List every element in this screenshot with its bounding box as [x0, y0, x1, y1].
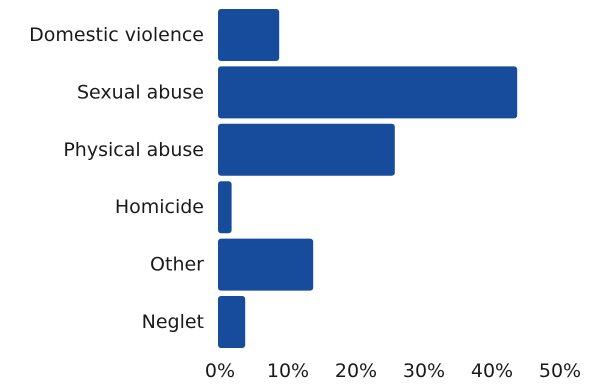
category-label-sexual-abuse: Sexual abuse — [77, 81, 204, 103]
category-label-other: Other — [150, 254, 204, 276]
bar-other — [218, 238, 314, 291]
x-tick-label-0: 0% — [205, 360, 235, 382]
x-tick-label-50: 50% — [539, 360, 581, 382]
category-label-physical-abuse: Physical abuse — [63, 139, 204, 161]
bar-sexual-abuse — [218, 66, 518, 119]
bar-physical-abuse — [218, 123, 395, 176]
category-label-neglet: Neglet — [142, 311, 204, 333]
bar-neglet — [218, 296, 246, 348]
bar-homicide — [218, 181, 232, 234]
bars-group — [218, 9, 518, 348]
bar-domestic-violence — [218, 9, 280, 61]
category-label-homicide: Homicide — [115, 196, 204, 218]
x-axis-tick-labels: 0% 10% 20% 30% 40% 50% — [205, 360, 581, 382]
category-label-domestic-violence: Domestic violence — [29, 24, 204, 46]
x-tick-label-40: 40% — [471, 360, 513, 382]
x-tick-label-10: 10% — [267, 360, 309, 382]
category-labels: Domestic violence Sexual abuse Physical ab… — [29, 24, 204, 333]
x-tick-label-30: 30% — [403, 360, 445, 382]
x-tick-label-20: 20% — [335, 360, 377, 382]
